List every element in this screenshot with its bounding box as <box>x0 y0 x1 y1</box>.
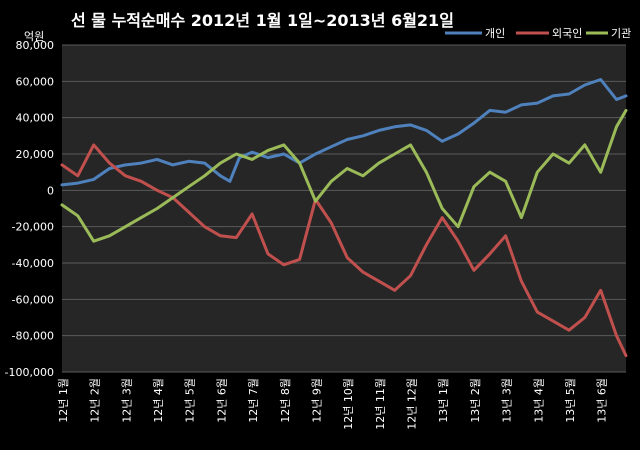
x-tick-label: 12년 10월 <box>342 378 355 430</box>
x-tick-label: 12년 12월 <box>406 378 419 430</box>
x-tick-label: 13년 6월 <box>596 378 609 423</box>
x-tick-label: 12년 2월 <box>89 378 102 423</box>
y-tick-label: 60,000 <box>16 75 55 88</box>
y-tick-label: 20,000 <box>16 148 55 161</box>
y-tick-label: -60,000 <box>12 293 54 306</box>
y-tick-label: 0 <box>47 184 54 197</box>
x-tick-label: 12년 3월 <box>120 378 133 423</box>
chart-title: 선 물 누적순매수 2012년 1월 1일~2013년 6월21일 <box>71 11 454 30</box>
x-tick-label: 12년 5월 <box>184 378 197 423</box>
y-axis-unit: 억원 <box>24 30 44 43</box>
x-tick-label: 12년 8월 <box>279 378 292 423</box>
x-tick-label: 13년 3월 <box>501 378 514 423</box>
x-tick-label: 12년 9월 <box>310 378 323 423</box>
x-tick-label: 13년 5월 <box>564 378 577 423</box>
x-tick-label: 13년 1월 <box>437 378 450 423</box>
y-tick-label: -80,000 <box>12 330 54 343</box>
y-tick-label: 80,000 <box>16 39 55 52</box>
y-tick-label: -20,000 <box>12 221 54 234</box>
gridlines <box>62 44 626 373</box>
series-line-2 <box>60 108 628 243</box>
legend-label-individual: 개인 <box>485 27 505 40</box>
y-axis-ticks: 80,000 60,000 40,000 20,000 0 -20,000 -40,000 -… <box>5 39 54 379</box>
legend: 개인 외국인 기관 <box>445 27 631 40</box>
x-tick-label: 12년 11월 <box>374 378 387 430</box>
series-layer <box>60 78 628 358</box>
series-line-1 <box>60 143 628 358</box>
y-tick-label: -40,000 <box>12 257 54 270</box>
x-tick-label: 12년 1월 <box>57 378 70 423</box>
x-tick-label: 12년 4월 <box>152 378 165 423</box>
x-tick-label: 12년 7월 <box>247 378 260 423</box>
legend-label-foreign: 외국인 <box>552 27 582 40</box>
x-axis-ticks: 12년 1월 12년 2월 12년 3월 12년 4월 12년 5월 12년 6월 12년 … <box>57 378 609 430</box>
y-tick-label: 40,000 <box>16 112 55 125</box>
x-tick-label: 13년 4월 <box>532 378 545 423</box>
x-tick-label: 13년 2월 <box>469 378 482 423</box>
legend-label-institution: 기관 <box>611 27 631 40</box>
plot-area <box>62 45 626 372</box>
y-tick-label: -100,000 <box>5 366 54 379</box>
x-tick-label: 12년 6월 <box>215 378 228 423</box>
series-line-0 <box>60 78 628 187</box>
